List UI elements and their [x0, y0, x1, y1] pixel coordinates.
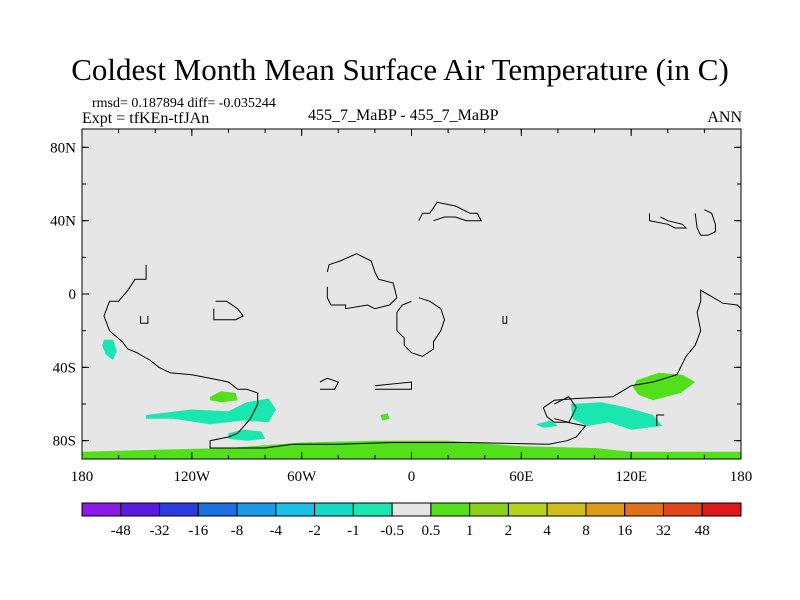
x-tick-label: 120W: [173, 469, 211, 485]
colorbar-label: 0.5: [422, 523, 441, 539]
coastline-3: [418, 201, 482, 222]
colorbar-swatch: [352, 502, 393, 517]
colorbar-swatch: [81, 502, 122, 517]
coastline-8: [502, 316, 508, 324]
colorbar-swatch: [159, 502, 199, 517]
colorbar-swatch: [430, 502, 471, 517]
coastline-10: [374, 381, 412, 390]
colorbar-swatch: [662, 502, 703, 517]
colorbar-swatch: [701, 502, 742, 517]
colorbar-label: 16: [617, 523, 633, 539]
colorbar-label: 8: [582, 523, 590, 539]
anomaly-region-9: [82, 440, 741, 459]
chart-title: Coldest Month Mean Surface Air Temperatu…: [71, 52, 729, 87]
colorbar-label: -0.5: [380, 523, 404, 539]
colorbar-swatch: [507, 502, 548, 517]
colorbar-swatch: [236, 502, 277, 517]
anomaly-region-0: [102, 339, 117, 360]
colorbar-label: -2: [308, 523, 321, 539]
coastline-5: [694, 209, 716, 236]
coastline-2: [396, 297, 446, 357]
colorbar-label: -1: [347, 523, 360, 539]
colorbar-swatch: [120, 502, 161, 517]
anomaly-region-3: [228, 429, 266, 441]
anomaly-region-1: [146, 398, 276, 425]
colorbar-label: 32: [656, 523, 671, 539]
colorbar-label: 1: [466, 523, 474, 539]
x-tick-label: 60W: [287, 469, 317, 485]
colorbar-label: 4: [543, 523, 551, 539]
colorbar-swatch: [197, 502, 238, 517]
y-tick-label: 80S: [53, 434, 76, 450]
anomaly-region-2: [210, 391, 238, 403]
coastline-11: [554, 396, 577, 423]
coastline-7: [140, 316, 149, 324]
map-background: [82, 129, 741, 459]
y-axis: 80N 40N 0 40S 80S: [50, 140, 741, 450]
anomaly-region-7: [536, 420, 558, 428]
colorbar-label: 2: [505, 523, 513, 539]
coastline-1: [326, 253, 398, 310]
colorbar-label: -16: [188, 523, 208, 539]
colorbar-swatch: [469, 502, 509, 517]
colorbar-swatch: [275, 502, 316, 517]
coastline-9: [319, 377, 340, 390]
plot-area: [81, 128, 742, 460]
case-label: 455_7_MaBP - 455_7_MaBP: [308, 107, 499, 124]
y-tick-label: 40S: [53, 360, 76, 376]
x-tick-label: 60E: [509, 469, 533, 485]
anomaly-region-5: [633, 372, 696, 401]
coastline-4: [649, 213, 688, 229]
colorbar-label: -48: [111, 523, 131, 539]
colorbar-swatch: [624, 502, 664, 517]
x-tick-label: 180: [71, 469, 94, 485]
x-tick-label: 0: [408, 469, 416, 485]
coastline-0: [103, 264, 741, 449]
anomaly-region-4: [380, 413, 390, 421]
colorbar-label: -32: [150, 523, 170, 539]
experiment-label: Expt = tfKEn-tfJAn: [82, 110, 210, 127]
colorbar-swatch: [546, 502, 587, 517]
x-tick-label: 120E: [615, 469, 647, 485]
coastline-6: [213, 300, 244, 321]
colorbar-swatch: [585, 502, 626, 517]
colorbar-label: 48: [695, 523, 710, 539]
colorbar: -48 -32 -16 -8 -4 -2 -1 -0.5 0.5 1 2 4 8 16 32 48: [81, 502, 742, 539]
colorbar-swatch: [391, 502, 432, 517]
x-axis: 180 120W 60W 0 60E 120E 180: [71, 129, 753, 485]
y-tick-label: 0: [69, 287, 77, 303]
colorbar-swatch: [314, 502, 354, 517]
colorbar-label: -8: [231, 523, 244, 539]
anomaly-region-6: [570, 402, 663, 430]
season-label: ANN: [707, 109, 742, 126]
x-tick-label: 180: [730, 469, 753, 485]
y-tick-label: 80N: [50, 140, 76, 156]
colorbar-label: -4: [270, 523, 283, 539]
coastline-12: [656, 414, 665, 426]
y-tick-label: 40N: [50, 214, 76, 230]
rmsd-diff-stats: rmsd= 0.187894 diff= -0.035244: [92, 96, 276, 111]
